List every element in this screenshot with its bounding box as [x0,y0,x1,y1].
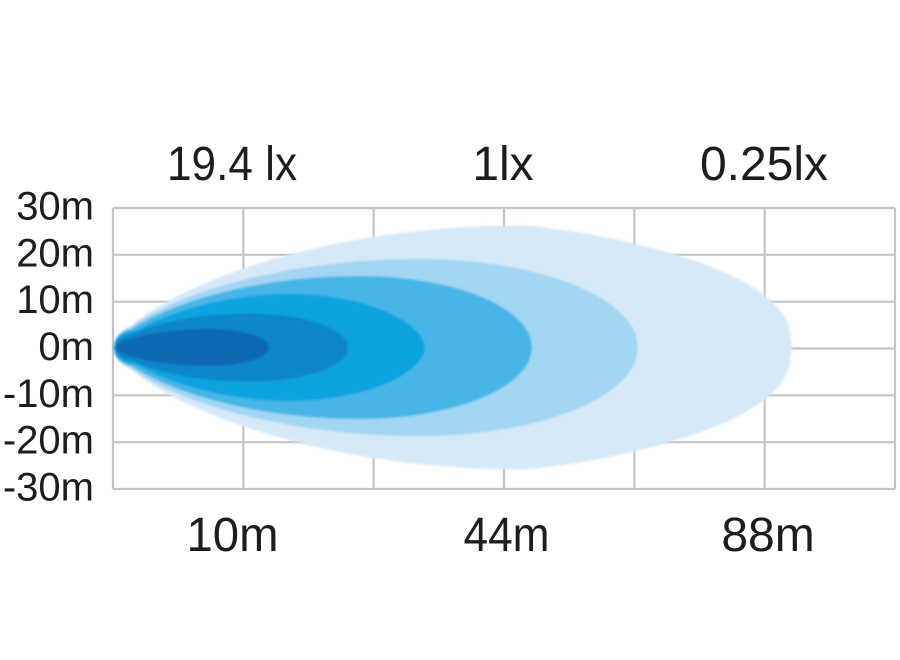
svg-text:44m: 44m [464,509,550,562]
svg-text:-10m: -10m [3,372,94,416]
svg-text:10m: 10m [16,278,94,322]
svg-text:30m: 30m [16,185,94,229]
svg-text:0m: 0m [38,325,94,369]
svg-text:88m: 88m [721,509,814,562]
svg-text:1lx: 1lx [472,138,533,191]
svg-text:19.4 lx: 19.4 lx [167,138,297,191]
svg-text:-20m: -20m [3,419,94,463]
svg-text:-30m: -30m [3,466,94,510]
svg-text:20m: 20m [16,231,94,275]
svg-text:10m: 10m [187,509,279,562]
svg-text:0.25lx: 0.25lx [700,138,828,191]
